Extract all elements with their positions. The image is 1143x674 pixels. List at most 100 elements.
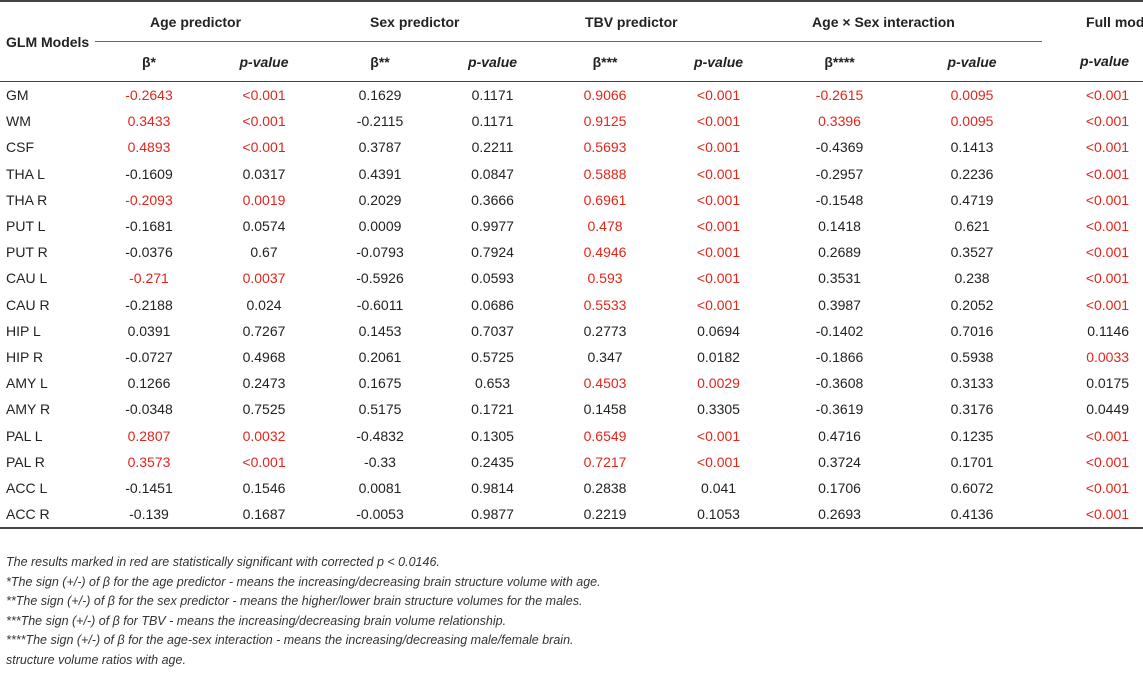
table-cell: <0.001 [1085,479,1130,496]
col-header-p: p-value [947,53,997,70]
table-cell: 0.9125 [583,113,627,130]
table-cell: 0.2061 [358,348,402,365]
table-cell: 0.0317 [242,165,286,182]
group-header-tbv: TBV predictor [550,1,778,42]
table-cell: <0.001 [1085,244,1130,261]
table-cell: 0.5693 [583,139,627,156]
table-cell: 0.0847 [471,165,514,182]
table-cell: 0.3305 [697,401,740,418]
table-cell: 0.653 [475,375,511,392]
row-label: THA L [6,165,45,182]
col-header-beta: β*** [592,53,618,70]
table-cell: 0.5725 [471,348,514,365]
table-cell: <0.001 [696,87,741,104]
table-cell: -0.3619 [815,401,864,418]
table-cell: <0.001 [1085,296,1130,313]
table-cell: 0.1146 [1087,322,1130,339]
table-cell: 0.1171 [471,113,514,130]
table-cell: 0.2029 [358,191,402,208]
table-cell: 0.2236 [950,165,994,182]
table-cell: <0.001 [696,427,741,444]
table-row: AMY R -0.0348 0.7525 0.5175 0.1721 0.1458 0.33… [0,396,1143,422]
table-cell: 0.7217 [583,453,627,470]
table-cell: 0.9977 [471,218,514,235]
group-header-interaction: Age × Sex interaction [777,1,1043,42]
footnote-sex: **The sign (+/-) of β for the sex predic… [6,594,583,608]
table-cell: 0.3396 [818,113,861,130]
table-cell: 0.6549 [583,427,627,444]
table-cell: 0.7037 [471,322,514,339]
table-cell: -0.271 [129,270,169,287]
table-cell: 0.3787 [358,139,402,156]
col-header-beta: β**** [824,53,855,70]
row-label: ACC R [0,501,95,530]
table-cell: 0.2211 [471,139,514,156]
table-cell: -0.2188 [125,296,173,313]
table-cell: <0.001 [242,87,286,104]
table-row: WM 0.3433 <0.001 -0.2115 0.1171 0.9125 <0.001 0… [0,108,1143,134]
row-label: PUT L [6,218,46,235]
table-cell: <0.001 [242,139,286,156]
table-cell: 0.1701 [950,453,994,470]
table-cell: <0.001 [696,113,741,130]
table-row: PUT R -0.0376 0.67 -0.0793 0.7924 0.4946 <0.00… [0,239,1143,265]
table-cell: 0.2052 [950,296,994,313]
row-label: THA R [6,191,48,208]
col-header-beta: β* [142,53,156,70]
table-cell: 0.0032 [242,427,286,444]
table-cell: 0.2473 [242,375,286,392]
row-label: WM [6,113,31,130]
table-row: PUT L -0.1681 0.0574 0.0009 0.9977 0.478 <0.00… [0,213,1143,239]
footnote-significance: The results marked in red are statistica… [6,555,440,569]
group-header-full-model: Full model [1086,13,1143,30]
table-cell: -0.0348 [125,401,173,418]
table-cell: <0.001 [696,453,741,470]
table-cell: 0.1687 [203,501,326,530]
table-cell: 0.0593 [471,270,514,287]
table-cell: -0.2957 [815,165,864,182]
row-label: GM [6,87,29,104]
table-cell: 0.0081 [358,479,402,496]
table-cell: 0.7267 [242,322,286,339]
row-label: PAL L [6,427,43,444]
footnote-interaction-cont: structure volume ratios with age. [6,652,186,667]
table-cell: 0.6961 [583,191,627,208]
table-cell: -0.3608 [815,375,864,392]
col-header-p: p-value [468,53,518,70]
table-cell: 0.2693 [777,501,903,530]
table-row: THA R -0.2093 0.0019 0.2029 0.3666 0.6961 <0.0… [0,187,1143,213]
table-cell: <0.001 [696,218,741,235]
table-cell: 0.9814 [471,479,514,496]
table-cell: 0.0175 [1086,375,1130,392]
table-cell: <0.001 [1085,139,1130,156]
table-cell: 0.024 [246,296,282,313]
col-header-p: p-value [694,53,744,70]
table-cell: 0.4719 [950,191,994,208]
table-cell: 0.4716 [818,427,861,444]
col-header-p: p-value [239,53,289,70]
row-label: AMY R [6,401,51,418]
table-cell: 0.478 [587,218,623,235]
table-cell: 0.593 [587,270,623,287]
table-cell: 0.0019 [242,191,286,208]
table-cell: 0.1266 [127,375,171,392]
table-row: HIP L 0.0391 0.7267 0.1453 0.7037 0.2773 0.069… [0,318,1143,344]
corner-header: GLM Models [0,1,95,82]
table-cell: 0.1706 [818,479,861,496]
table-cell: -0.1451 [125,479,173,496]
table-cell: -0.0793 [356,244,404,261]
table-cell: <0.001 [1085,453,1130,470]
table-cell: 0.0033 [1086,348,1130,365]
table-cell: 0.4391 [358,165,402,182]
row-label: PUT R [6,244,48,261]
table-cell: 0.2773 [583,322,627,339]
table-cell: 0.7525 [242,401,286,418]
table-cell: 0.3433 [127,113,171,130]
table-cell: 0.2689 [818,244,861,261]
table-cell: 0.9877 [435,501,551,530]
row-label: AMY L [6,375,48,392]
table-cell: -0.4832 [356,427,404,444]
table-cell: 0.0449 [1086,401,1130,418]
table-cell: 0.7016 [950,322,994,339]
table-cell: 0.5888 [583,165,627,182]
